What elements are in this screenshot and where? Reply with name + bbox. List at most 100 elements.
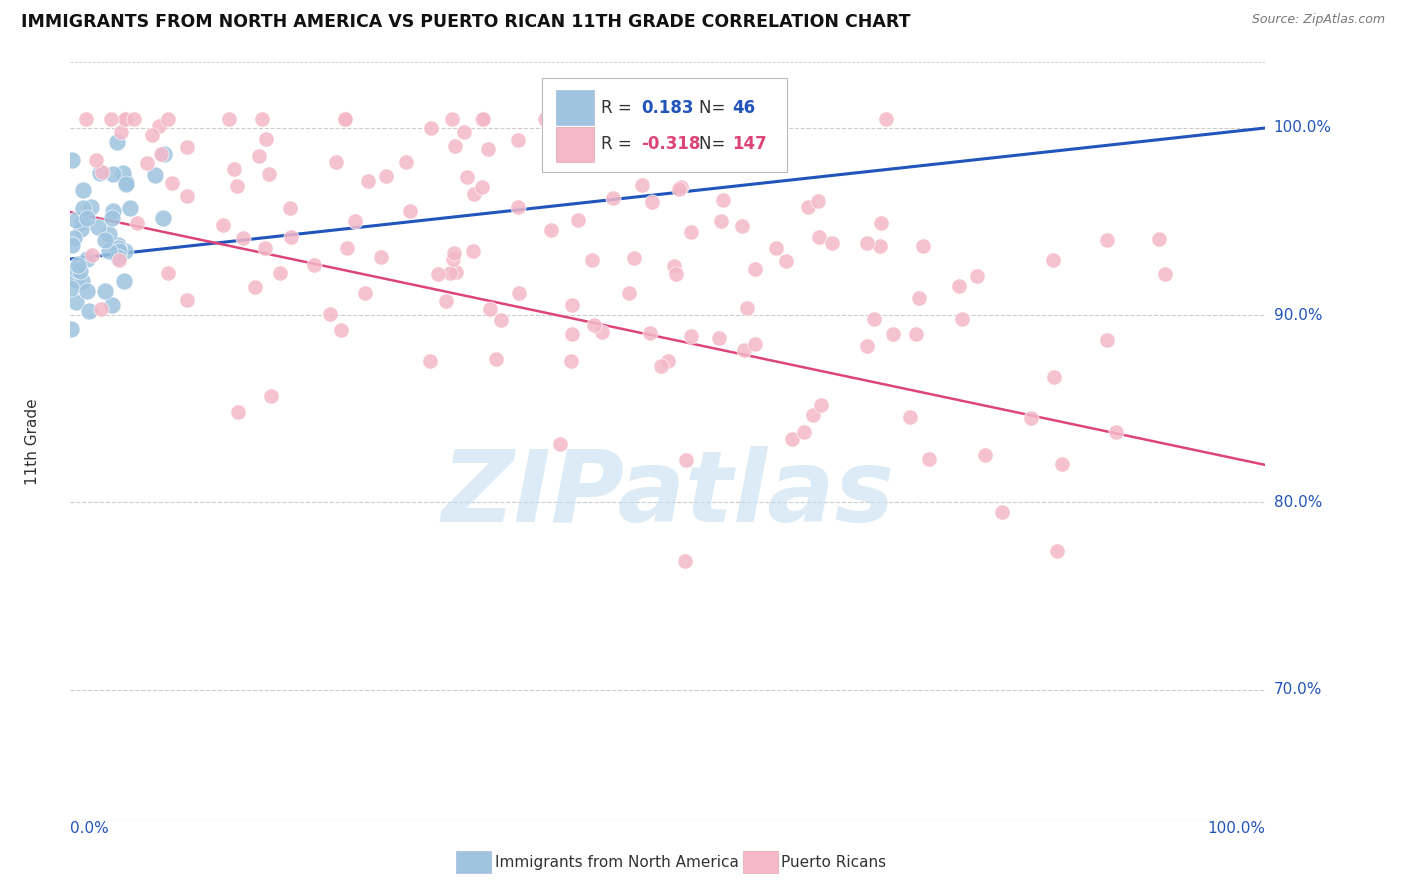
Point xyxy=(149,147,172,161)
Text: Puerto Ricans: Puerto Ricans xyxy=(782,855,887,870)
Point xyxy=(898,409,921,424)
Point xyxy=(856,236,879,251)
Point xyxy=(862,311,884,326)
Point xyxy=(869,216,891,230)
Point xyxy=(966,269,988,284)
FancyBboxPatch shape xyxy=(555,127,593,161)
Point xyxy=(98,244,121,258)
Point xyxy=(710,214,733,228)
Point xyxy=(247,149,270,163)
Point xyxy=(668,182,690,196)
Point xyxy=(269,266,291,280)
Point xyxy=(399,204,422,219)
Point xyxy=(665,268,688,282)
Point xyxy=(638,326,661,341)
Point xyxy=(94,233,117,247)
Point xyxy=(548,437,571,451)
Point xyxy=(707,331,730,345)
Point xyxy=(111,166,134,180)
Point xyxy=(232,231,254,245)
Point xyxy=(115,177,138,191)
Point xyxy=(443,252,465,267)
Point xyxy=(136,155,159,169)
Point xyxy=(110,125,132,139)
Point xyxy=(974,448,997,462)
Point xyxy=(591,326,613,340)
Text: N=: N= xyxy=(699,98,731,117)
Point xyxy=(875,112,897,126)
Point xyxy=(673,554,696,568)
Point xyxy=(250,112,273,126)
Point xyxy=(333,112,356,126)
Point xyxy=(420,120,443,135)
Point xyxy=(253,240,276,254)
Point xyxy=(176,188,198,202)
Point xyxy=(948,279,970,293)
Point xyxy=(153,147,176,161)
Point xyxy=(444,139,467,153)
Text: 0.0%: 0.0% xyxy=(70,821,110,836)
Point xyxy=(72,183,94,197)
Point xyxy=(80,200,103,214)
Point xyxy=(679,329,702,343)
Point xyxy=(156,267,179,281)
Point xyxy=(143,168,166,182)
Point xyxy=(101,204,124,219)
Point xyxy=(84,153,107,167)
Point xyxy=(675,453,697,467)
Point xyxy=(226,178,249,193)
Point xyxy=(560,354,582,368)
Point xyxy=(344,214,367,228)
Point xyxy=(335,112,357,126)
Point xyxy=(765,241,787,255)
Point xyxy=(89,301,111,316)
Text: ZIPatlas: ZIPatlas xyxy=(441,446,894,543)
Point xyxy=(80,248,103,262)
Point xyxy=(124,112,146,126)
Point xyxy=(76,252,98,266)
Point xyxy=(90,165,112,179)
Point xyxy=(950,312,973,326)
Point xyxy=(478,301,501,316)
Point xyxy=(1105,425,1128,439)
Point xyxy=(114,175,136,189)
Point xyxy=(65,263,87,277)
Point xyxy=(107,238,129,252)
Point xyxy=(869,238,891,252)
Point xyxy=(904,327,927,342)
FancyBboxPatch shape xyxy=(457,851,491,873)
Point xyxy=(567,212,589,227)
Point xyxy=(336,242,359,256)
Point xyxy=(395,154,418,169)
Point xyxy=(108,244,131,258)
Point xyxy=(114,244,136,258)
Point xyxy=(60,153,83,167)
Point xyxy=(226,405,249,419)
Point xyxy=(731,219,754,234)
Point xyxy=(477,142,499,156)
Point xyxy=(990,505,1012,519)
Point xyxy=(105,136,128,150)
Point xyxy=(87,220,110,235)
Point xyxy=(101,298,124,312)
Text: Immigrants from North America: Immigrants from North America xyxy=(495,855,738,870)
Point xyxy=(733,343,755,357)
Point xyxy=(471,112,494,126)
Point xyxy=(441,112,464,126)
Point xyxy=(65,273,87,287)
Point xyxy=(602,191,624,205)
Point xyxy=(801,408,824,422)
Point xyxy=(671,180,693,194)
Point xyxy=(1052,457,1074,471)
Point xyxy=(62,270,84,285)
Point xyxy=(855,339,877,353)
Text: 100.0%: 100.0% xyxy=(1208,821,1265,836)
Point xyxy=(453,125,475,139)
Point xyxy=(650,359,672,374)
Point xyxy=(141,128,163,142)
Point xyxy=(302,258,325,272)
Text: -0.318: -0.318 xyxy=(641,136,702,153)
Point xyxy=(882,326,904,341)
Text: 147: 147 xyxy=(733,136,768,153)
Point xyxy=(120,201,142,215)
